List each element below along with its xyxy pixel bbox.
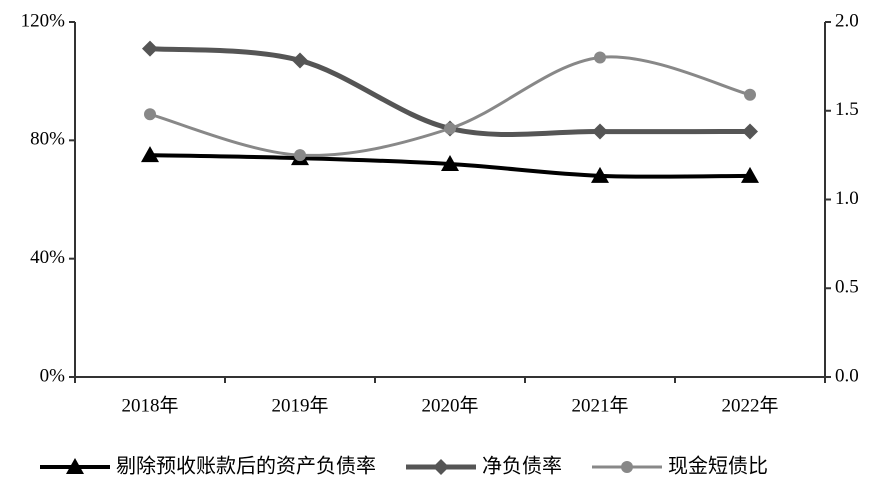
legend-label: 剔除预收账款后的资产负债率: [116, 454, 376, 478]
x-tick-label: 2022年: [721, 394, 778, 416]
marker: [141, 146, 159, 163]
marker: [444, 122, 456, 135]
marker: [592, 123, 608, 140]
x-tick-label: 2018年: [121, 394, 178, 416]
marker: [742, 123, 758, 140]
y-tick-label: 120%: [21, 10, 66, 31]
series-line: [149, 55, 751, 157]
marker: [292, 52, 308, 69]
marker: [741, 166, 759, 183]
y2-tick-label: 0.5: [835, 277, 859, 298]
y-tick-label: 80%: [30, 129, 65, 150]
x-tick-label: 2020年: [421, 394, 478, 416]
legend-label: 净负债率: [482, 454, 562, 478]
marker: [142, 40, 158, 57]
x-tick-label: 2019年: [271, 394, 328, 416]
y2-tick-label: 1.5: [835, 99, 859, 120]
marker: [591, 166, 609, 183]
legend-label: 现金短债比: [668, 454, 768, 478]
x-tick-label: 2021年: [571, 394, 628, 416]
y-tick-label: 0%: [40, 365, 66, 386]
marker: [621, 461, 633, 473]
marker: [433, 459, 449, 475]
marker: [594, 51, 606, 64]
marker: [744, 88, 756, 101]
y2-tick-label: 0.0: [835, 365, 859, 386]
marker: [144, 108, 156, 121]
marker: [66, 458, 84, 474]
y-tick-label: 40%: [30, 247, 65, 268]
y2-tick-label: 2.0: [835, 10, 859, 31]
marker: [294, 149, 306, 162]
y2-tick-label: 1.0: [835, 188, 859, 209]
marker: [441, 155, 459, 171]
